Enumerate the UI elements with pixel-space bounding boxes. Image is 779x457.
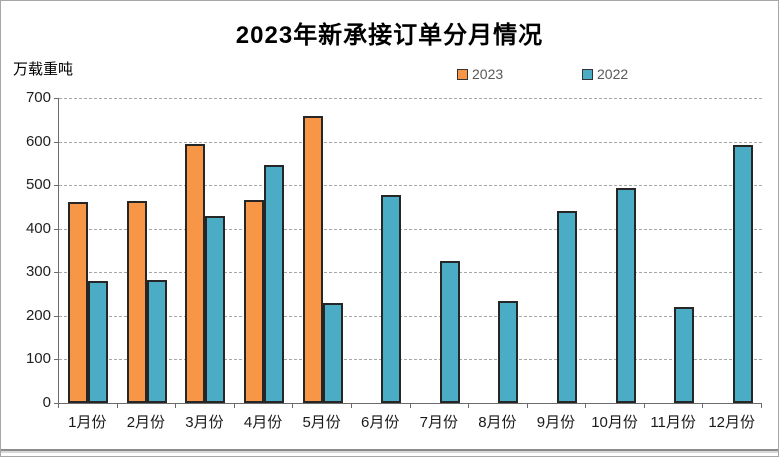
y-axis-tick	[54, 185, 58, 187]
x-axis-tick	[409, 404, 411, 408]
chart-title: 2023年新承接订单分月情况	[235, 22, 544, 49]
x-tick-label: 10月份	[591, 414, 638, 431]
x-axis-tick	[643, 404, 645, 408]
y-tick-label: 100	[25, 350, 51, 368]
gridline-700	[59, 98, 762, 99]
bar-2022-6月份	[381, 195, 402, 403]
x-tick-label: 11月份	[650, 414, 696, 431]
legend-swatch-2023-icon	[457, 68, 468, 80]
x-axis-tick	[702, 404, 704, 408]
legend-swatch-2022-icon	[582, 68, 593, 80]
bar-2023-3月份	[185, 144, 206, 403]
bar-2022-3月份	[205, 216, 226, 403]
x-tick-label: 5月份	[302, 414, 341, 431]
x-tick-label: 4月份	[243, 414, 283, 431]
gridline-600	[59, 141, 762, 143]
y-axis-tick	[54, 272, 58, 274]
x-axis-tick	[468, 404, 470, 408]
x-tick-label: 8月份	[478, 414, 517, 431]
bar-2022-12月份	[732, 145, 753, 403]
y-axis-tick	[54, 359, 58, 361]
bar-2023-4月份	[244, 200, 265, 403]
x-axis-tick	[585, 404, 587, 408]
gridline-200	[59, 315, 762, 317]
bar-2022-10月份	[615, 188, 636, 403]
x-axis-tick	[526, 404, 528, 408]
x-tick-label: 9月份	[536, 414, 576, 431]
bar-2023-2月份	[126, 201, 147, 403]
x-tick-label: 12月份	[708, 414, 756, 431]
bar-2022-11月份	[674, 307, 695, 403]
legend-item-2022: 2022	[582, 66, 628, 82]
x-axis-tick	[116, 404, 118, 408]
y-tick-label: 500	[25, 176, 51, 194]
x-axis-tick	[350, 404, 352, 408]
legend-label-2022: 2022	[597, 66, 629, 82]
window-bottom-border-light	[1, 451, 778, 453]
bar-2022-8月份	[498, 301, 519, 403]
x-tick-label: 7月份	[419, 414, 458, 431]
legend: 2023 2022	[1, 66, 778, 84]
bar-2022-5月份	[322, 303, 343, 403]
plot-area	[58, 98, 762, 404]
y-axis-unit-label: 万载重吨	[13, 61, 74, 78]
x-axis-tick	[292, 404, 294, 408]
bar-2022-4月份	[264, 165, 285, 403]
x-axis-tick	[233, 404, 235, 408]
x-tick-label: 2月份	[126, 414, 166, 431]
x-axis-tick	[761, 404, 762, 408]
y-axis-tick	[54, 98, 58, 99]
y-tick-label: 300	[25, 263, 51, 281]
bar-2022-1月份	[88, 281, 109, 403]
y-axis-tick	[54, 315, 58, 317]
y-tick-label: 0	[42, 394, 51, 411]
legend-label-2023: 2023	[472, 66, 504, 82]
x-tick-label: 1月份	[68, 414, 107, 431]
window-bottom-border	[1, 449, 778, 451]
bar-2022-7月份	[439, 261, 460, 403]
x-axis-tick	[58, 404, 59, 408]
y-tick-label: 700	[25, 89, 51, 106]
y-axis-tick	[54, 141, 58, 143]
y-tick-label: 600	[25, 132, 51, 150]
gridline-100	[59, 359, 762, 361]
x-tick-label: 6月份	[361, 414, 400, 431]
gridline-500	[59, 185, 762, 187]
y-tick-label: 200	[25, 306, 51, 324]
y-tick-label: 400	[25, 219, 51, 237]
bar-2022-2月份	[146, 280, 167, 403]
gridline-400	[59, 228, 762, 230]
legend-item-2023: 2023	[457, 66, 503, 82]
x-axis-tick	[175, 404, 177, 408]
bar-2022-9月份	[556, 211, 577, 403]
gridline-300	[59, 272, 762, 274]
y-axis-tick	[54, 403, 58, 404]
y-axis-tick	[54, 228, 58, 230]
bar-2023-1月份	[68, 202, 89, 403]
bar-2023-5月份	[302, 116, 323, 403]
x-tick-label: 3月份	[185, 414, 224, 431]
